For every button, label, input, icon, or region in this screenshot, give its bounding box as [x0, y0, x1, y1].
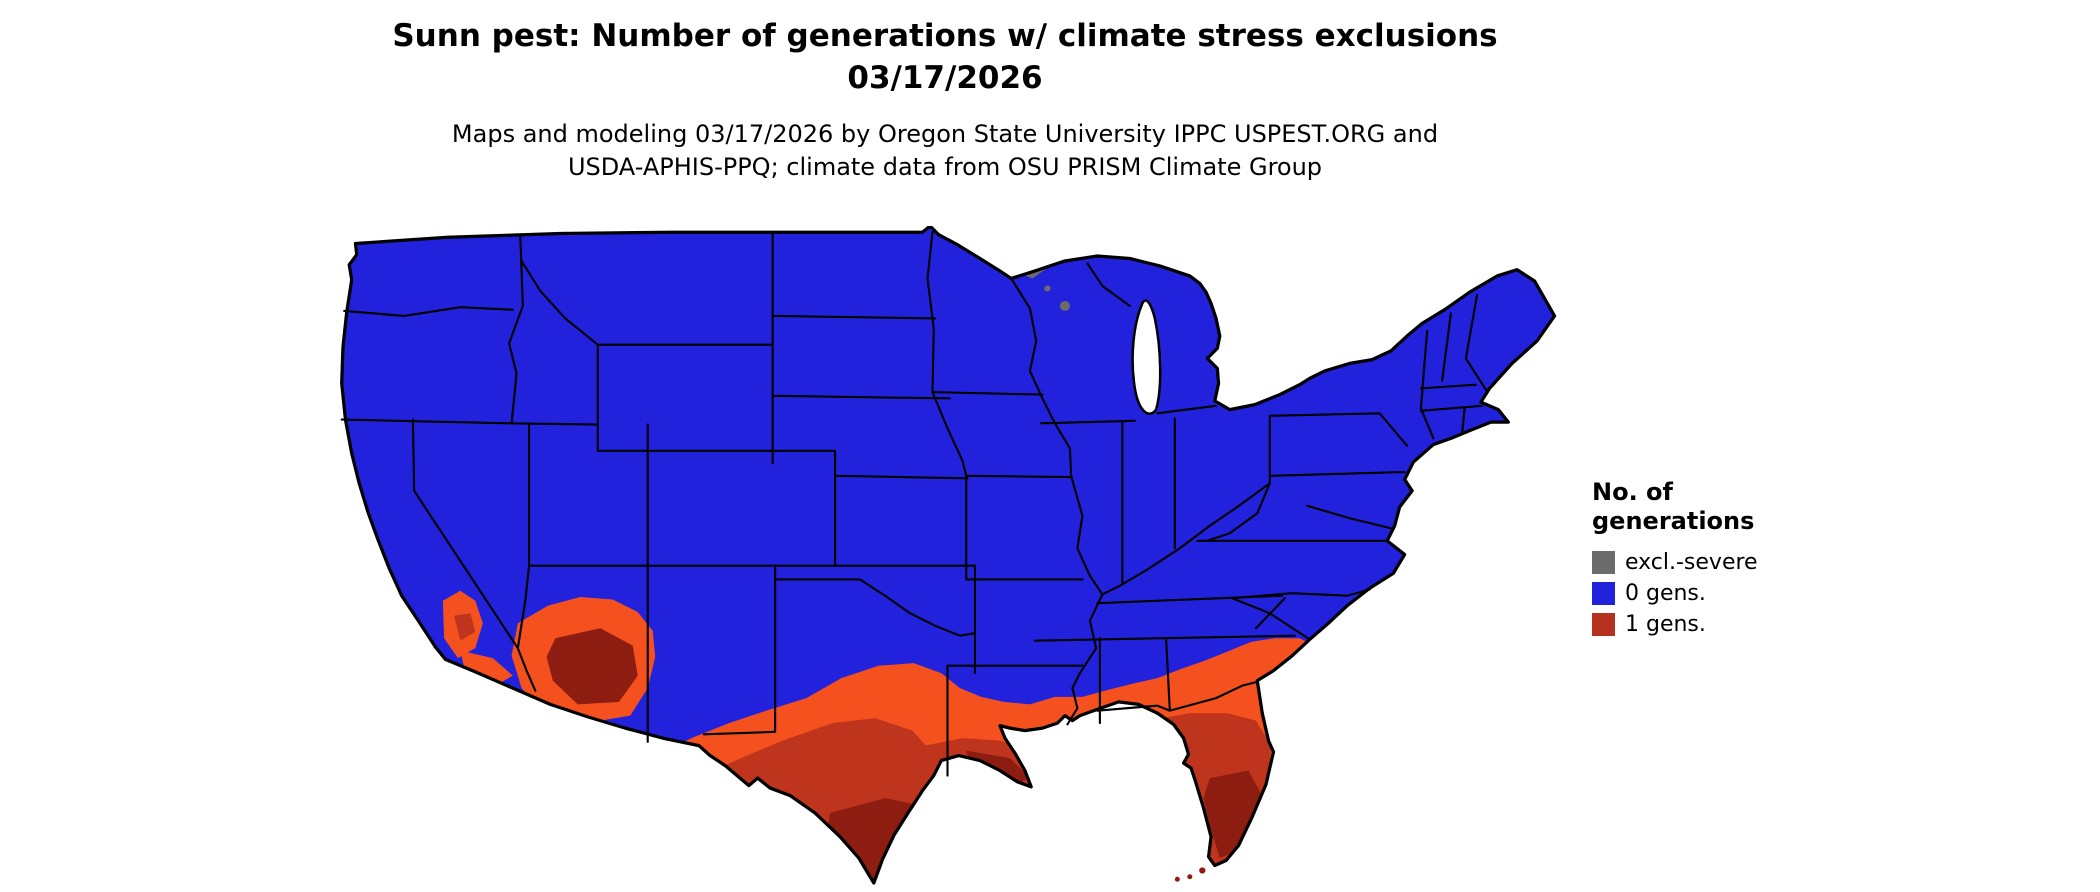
florida-keys	[1174, 867, 1206, 882]
lake-michigan	[1131, 299, 1162, 415]
legend-swatch-excluded-severe	[1592, 550, 1615, 574]
region-zero-gens	[341, 226, 1555, 884]
title-line-2: 03/17/2026	[847, 59, 1043, 96]
legend-label-zero-gens: 0 gens.	[1625, 580, 1706, 606]
us-map-svg	[340, 224, 1557, 885]
legend-title-line-2: generations	[1592, 506, 1755, 535]
legend-item-one-gens: 1 gens.	[1592, 612, 1852, 637]
state-borders	[340, 231, 1487, 777]
legend-title-line-1: No. of	[1592, 478, 1673, 506]
map-legend: No. of generations excl.-severe 0 gens. …	[1592, 478, 1852, 643]
page-title: Sunn pest: Number of generations w/ clim…	[0, 16, 1890, 100]
us-outline	[340, 224, 1557, 885]
legend-swatch-zero-gens	[1592, 581, 1615, 605]
legend-label-one-gens: 1 gens.	[1625, 611, 1706, 637]
page-subtitle: Maps and modeling 03/17/2026 by Oregon S…	[0, 118, 1890, 184]
us-map	[335, 224, 1560, 888]
legend-item-excluded-severe: excl.-severe	[1592, 550, 1852, 575]
subtitle-line-1: Maps and modeling 03/17/2026 by Oregon S…	[451, 120, 1439, 148]
legend-swatch-one-gens	[1592, 612, 1615, 636]
subtitle-line-2: USDA-APHIS-PPQ; climate data from OSU PR…	[567, 153, 1323, 182]
title-line-1: Sunn pest: Number of generations w/ clim…	[392, 18, 1498, 54]
legend-items: excl.-severe 0 gens. 1 gens.	[1592, 550, 1852, 637]
legend-label-excluded-severe: excl.-severe	[1625, 549, 1758, 575]
legend-item-zero-gens: 0 gens.	[1592, 581, 1852, 606]
